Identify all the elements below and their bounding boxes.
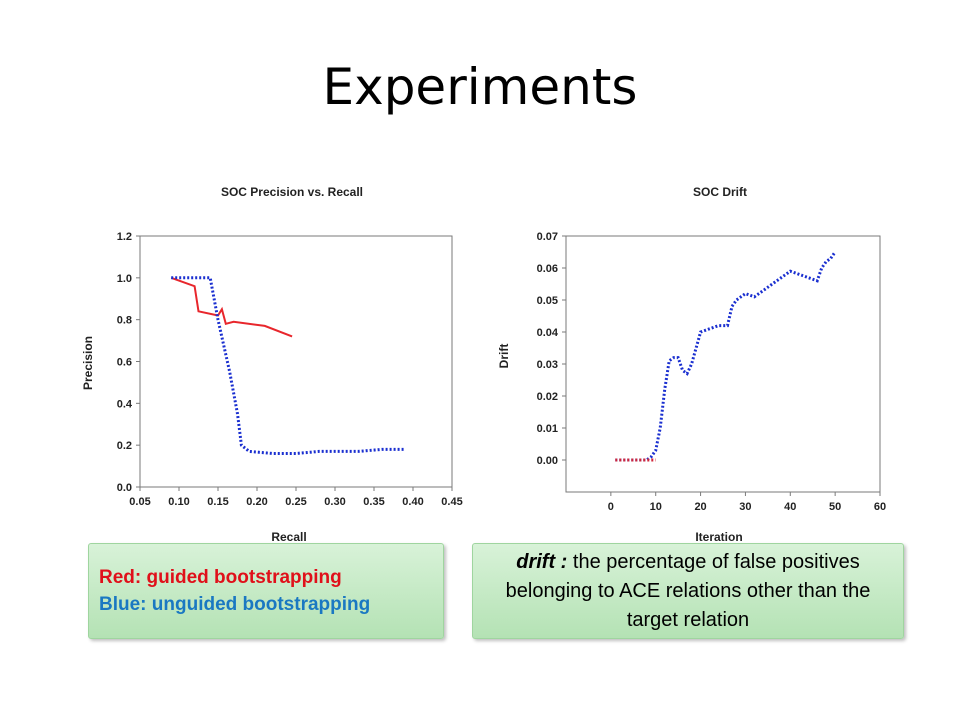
- x-axis-label: Iteration: [695, 530, 742, 544]
- x-tick-label: 0.10: [168, 496, 189, 508]
- x-tick-label: 0.45: [441, 496, 462, 508]
- y-tick-label: 1.2: [117, 231, 132, 243]
- drift-definition-box: drift : the percentage of false positive…: [472, 543, 904, 639]
- series-line-1: [171, 276, 406, 455]
- precision-recall-svg: SOC Precision vs. Recall Recall Precisio…: [81, 185, 463, 544]
- y-axis-label: Precision: [81, 336, 95, 390]
- y-tick-label: 0.00: [537, 455, 558, 467]
- x-tick-label: 0.30: [324, 496, 345, 508]
- y-tick-label: 0.03: [537, 359, 558, 371]
- drift-chart: SOC Drift Iteration Drift 0 10 20 30 40 50 60 0…: [490, 170, 910, 545]
- x-tick-label: 50: [829, 501, 841, 513]
- x-tick-label: 0.40: [402, 496, 423, 508]
- x-axis-label: Recall: [271, 530, 306, 544]
- slide-title: Experiments: [322, 58, 638, 116]
- y-axis-label: Drift: [497, 344, 511, 369]
- y-tick-label: 0.05: [537, 295, 558, 307]
- y-tick-label: 0.02: [537, 391, 558, 403]
- y-tick-label: 0.2: [117, 440, 132, 452]
- drift-svg: SOC Drift Iteration Drift 0 10 20 30 40 50 60 0…: [497, 185, 886, 544]
- legend-blue-entry: Blue: unguided bootstrapping: [99, 594, 371, 615]
- x-tick-label: 0.05: [129, 496, 150, 508]
- precision-recall-chart: SOC Precision vs. Recall Recall Precisio…: [60, 170, 480, 545]
- y-tick-label: 0.06: [537, 263, 558, 275]
- chart-title: SOC Precision vs. Recall: [221, 185, 363, 199]
- x-tick-label: 60: [874, 501, 886, 513]
- drift-definition: the percentage of false positives belong…: [505, 551, 871, 631]
- legend-red-entry: Red: guided bootstrapping: [99, 567, 342, 588]
- y-tick-label: 0.0: [117, 482, 132, 494]
- plot-area: [565, 235, 881, 493]
- x-tick-label: 10: [650, 501, 662, 513]
- y-tick-label: 0.8: [117, 315, 132, 327]
- x-tick-label: 0.20: [246, 496, 267, 508]
- x-tick-label: 20: [694, 501, 706, 513]
- series-line-0: [615, 251, 837, 462]
- y-tick-label: 1.0: [117, 273, 132, 285]
- y-tick-label: 0.4: [117, 398, 133, 410]
- series-line-0: [170, 276, 293, 338]
- x-tick-label: 0.35: [363, 496, 384, 508]
- y-tick-label: 0.04: [537, 327, 559, 339]
- y-tick-label: 0.01: [537, 423, 558, 435]
- x-tick-label: 0.15: [207, 496, 228, 508]
- legend-box: Red: guided bootstrapping Blue: unguided…: [88, 543, 444, 639]
- drift-term: drift :: [516, 551, 568, 573]
- x-tick-label: 40: [784, 501, 796, 513]
- plot-area: [139, 235, 453, 488]
- y-tick-label: 0.07: [537, 231, 558, 243]
- x-tick-label: 0.25: [285, 496, 306, 508]
- x-tick-label: 0: [608, 501, 614, 513]
- y-tick-label: 0.6: [117, 357, 132, 369]
- x-tick-label: 30: [739, 501, 751, 513]
- chart-title: SOC Drift: [693, 185, 747, 199]
